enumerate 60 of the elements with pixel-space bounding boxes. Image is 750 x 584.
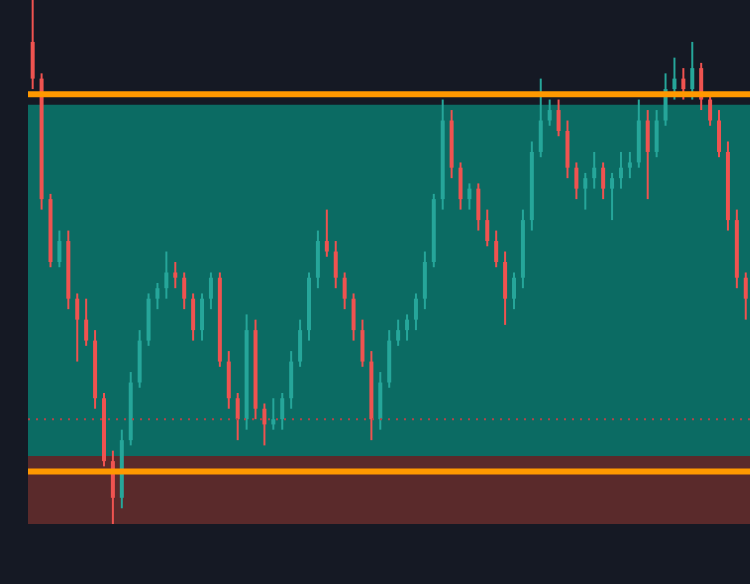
candlestick [494,229,499,269]
candlestick [422,250,427,311]
candlestick [690,40,695,101]
candlestick [538,77,543,159]
candlestick [271,397,276,431]
candlestick [75,292,80,363]
candlestick [235,392,240,442]
candlestick [547,98,552,127]
candlestick [618,150,623,190]
candlestick [351,292,356,342]
candlestick [503,250,508,326]
candlestick [333,240,338,290]
candlestick [645,109,650,201]
candlestick [636,98,641,169]
candlestick [200,292,205,342]
candlestick [164,250,169,300]
candlestick [324,208,329,258]
candlestick [137,329,142,389]
candlestick [146,292,151,347]
candlestick [191,292,196,342]
candlestick [413,292,418,332]
candlestick [298,318,303,368]
candlestick [583,171,588,211]
candlestick [458,161,463,211]
candlestick [485,208,490,248]
candlestick [672,56,677,101]
candlestick [182,271,187,311]
candlestick [708,93,713,127]
candlestick [173,261,178,290]
candlestick [396,318,401,347]
candlestick [289,350,294,410]
candlestick [262,402,267,447]
candlestick [360,318,365,368]
candlestick [681,67,686,101]
candlestick [565,119,570,180]
candlestick [280,392,285,431]
candlestick [556,98,561,138]
candlestick [84,297,89,347]
candlestick [226,350,231,410]
candlestick [405,313,410,342]
candlestick [512,271,517,311]
candlestick [30,0,35,91]
candlestick [717,109,722,159]
candlestick [315,229,320,290]
candlestick [155,281,160,311]
candlestick [601,161,606,201]
candlestick [476,182,481,232]
candlestick [627,150,632,180]
candlestick [467,182,472,211]
candlestick [592,150,597,190]
candlestick [208,271,213,311]
candlestick [378,371,383,431]
candlestick [387,329,392,389]
candlestick [574,161,579,201]
candlestick [342,271,347,311]
candlestick [449,109,454,180]
candlestick [654,109,659,159]
candlestick [610,171,615,222]
candlestick [57,229,62,269]
candlestick [743,271,748,321]
